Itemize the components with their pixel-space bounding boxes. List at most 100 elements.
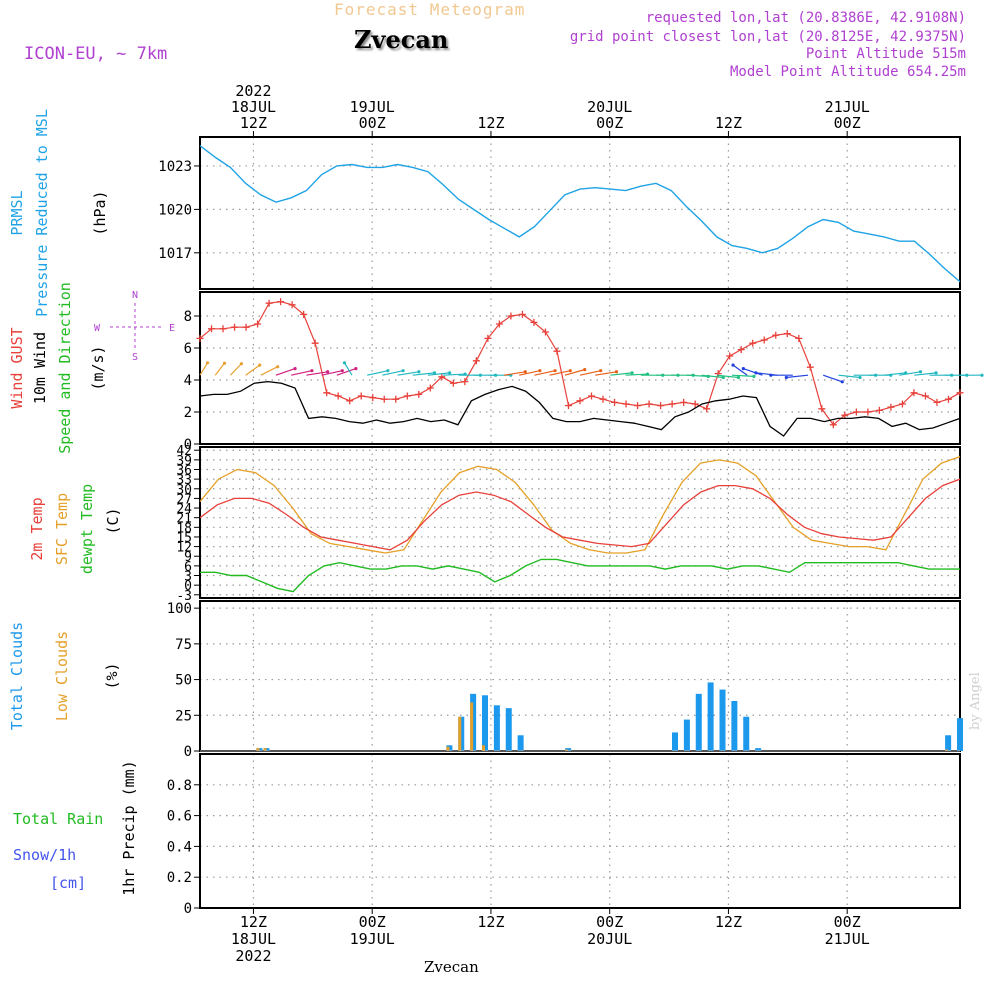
y-tick-label: 33 <box>176 473 192 488</box>
y-tick-label: 1017 <box>158 246 192 262</box>
wind-arrow-head <box>239 362 243 366</box>
wind-arrow-head <box>752 374 756 378</box>
gust-marker <box>588 392 596 400</box>
gust-marker <box>380 395 388 403</box>
bottom-time-label: 20JUL <box>587 930 632 948</box>
wind-arrow <box>367 370 389 376</box>
wind-arrow <box>503 371 526 376</box>
t2m-label: 2m Temp <box>28 497 46 560</box>
footer-station: Zvecan <box>424 958 479 976</box>
bottom-time-label: 12Z <box>240 913 267 931</box>
grid-point-coords: grid point closest lon,lat (20.8125E, 42… <box>569 29 966 45</box>
wind-arrow <box>914 372 937 376</box>
gust-marker <box>944 395 952 403</box>
total-cloud-bar <box>945 735 952 751</box>
y-tick-label: 0.6 <box>167 809 192 825</box>
gust-marker <box>369 394 377 402</box>
total-cloud-bar <box>482 695 488 751</box>
wind-arrow-head <box>736 375 741 380</box>
wind-arrow <box>245 364 261 376</box>
gust-marker <box>530 318 538 326</box>
snow-label: Snow/1h <box>13 846 76 864</box>
y-tick-label: 0 <box>184 744 192 760</box>
y-tick-label: 1023 <box>158 159 192 175</box>
total-cloud-bar <box>695 693 702 751</box>
gust-marker <box>472 357 480 365</box>
gust-marker <box>875 406 883 414</box>
wind-arrow <box>443 373 466 376</box>
gust-marker <box>806 363 814 371</box>
total-cloud-bar <box>672 732 678 751</box>
gust-marker <box>288 301 296 309</box>
y-tick-label: 21 <box>176 512 192 527</box>
y-tick-label: 42 <box>176 444 192 459</box>
top-time-label: 12Z <box>715 114 742 132</box>
total-cloud-bar <box>505 708 512 751</box>
y-tick-label: 9 <box>184 550 192 565</box>
y-tick-label: 0.8 <box>167 778 192 794</box>
low-cloud-bar <box>565 749 569 751</box>
panel-frame-wind <box>199 291 961 445</box>
wind-arrow <box>229 363 242 376</box>
wind-arrow <box>260 366 278 376</box>
requested-coords: requested lon,lat (20.8386E, 42.9108N) <box>645 10 966 26</box>
gust-marker <box>622 400 630 408</box>
wind-arrow-head <box>568 369 572 373</box>
gust-marker <box>703 405 711 413</box>
t2m-line <box>199 478 961 551</box>
gust-marker <box>208 325 216 333</box>
low-cloud-bar <box>263 748 267 751</box>
wind-dir-label: Speed and Direction <box>56 282 74 454</box>
total-cloud-bar <box>743 716 750 751</box>
wind-arrow-head <box>276 365 280 369</box>
gust-marker <box>726 352 734 360</box>
gust-marker <box>841 411 849 419</box>
low-cloud-bar <box>458 716 462 751</box>
wind-arrow <box>427 372 450 376</box>
compass-cross <box>110 303 162 350</box>
low-cloud-bar <box>945 749 949 751</box>
station-title: Zvecan <box>354 25 449 54</box>
wind-arrow <box>397 371 419 376</box>
gust-marker <box>657 402 665 410</box>
compass-e: E <box>169 323 175 334</box>
gust-marker <box>403 392 411 400</box>
bottom-time-label: 12Z <box>715 913 742 931</box>
wind-arrow-head <box>731 363 735 367</box>
wind-arrow <box>382 370 404 376</box>
top-time-label: 00Z <box>834 114 861 132</box>
wind-arrow-head <box>258 363 262 367</box>
y-tick-label: 27 <box>176 492 192 507</box>
gust-marker <box>507 312 515 320</box>
wind-arrow-head <box>840 380 844 384</box>
wind-arrow-head <box>980 373 984 377</box>
gust-marker <box>921 392 929 400</box>
total-cloud-bar <box>755 748 762 751</box>
y-tick-label: 18 <box>176 521 192 536</box>
model-label: ICON-EU, ~ 7km <box>24 44 168 64</box>
wind-arrow-head <box>417 370 421 374</box>
wind-arrow-head <box>354 367 358 371</box>
gust-marker <box>783 330 791 338</box>
gust-marker <box>242 323 250 331</box>
wind-arrow <box>275 368 296 376</box>
total-clouds-label: Total Clouds <box>8 622 26 730</box>
total-cloud-bar <box>731 701 738 751</box>
wind-arrow <box>701 374 724 379</box>
gust-marker <box>449 379 457 387</box>
wind-arrow <box>549 370 571 376</box>
gust-marker <box>599 395 607 403</box>
wind-arrow <box>199 362 209 376</box>
gust-marker <box>645 400 653 408</box>
wind-10m-label: 10m Wind <box>31 332 49 404</box>
bottom-time-label: 2022 <box>235 947 271 965</box>
total-cloud-bar <box>957 718 963 751</box>
gust-marker <box>254 320 262 328</box>
y-tick-label: 3 <box>184 570 192 585</box>
gust-marker <box>634 402 642 410</box>
wind-arrow-head <box>293 367 297 371</box>
wind-arrow-head <box>934 371 938 375</box>
wind-arrow <box>731 374 754 377</box>
gust-marker <box>265 299 273 307</box>
